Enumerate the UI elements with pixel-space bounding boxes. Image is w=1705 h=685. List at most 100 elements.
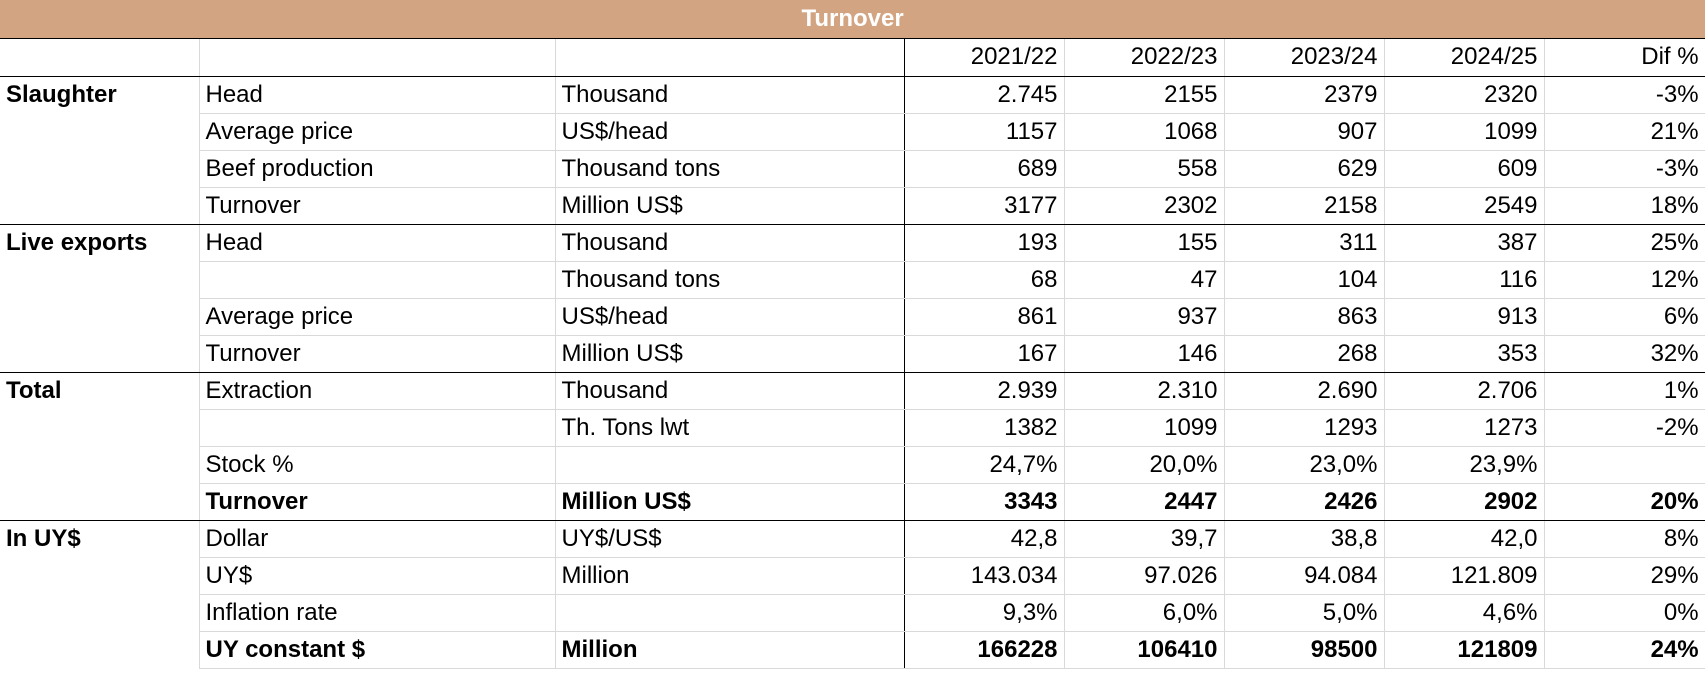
row-value-cell: 3343 xyxy=(904,483,1065,521)
row-value-cell: 629 xyxy=(1224,150,1385,188)
row-value-cell: 121809 xyxy=(1384,631,1545,669)
row-value-cell: 4,6% xyxy=(1384,594,1545,632)
row-value-cell: 23,9% xyxy=(1384,446,1545,484)
row-value-cell: 2.939 xyxy=(904,372,1065,410)
row-item-label xyxy=(199,409,556,447)
row-value-cell: 24,7% xyxy=(904,446,1065,484)
row-value-cell: 558 xyxy=(1064,150,1225,188)
row-unit-label: Million xyxy=(555,557,905,595)
row-value-cell: 2447 xyxy=(1064,483,1225,521)
row-value-cell: -2% xyxy=(1544,409,1705,447)
row-value-cell: 6,0% xyxy=(1064,594,1225,632)
row-value-cell: 9,3% xyxy=(904,594,1065,632)
column-header-2023-24: 2023/24 xyxy=(1224,38,1385,77)
header-blank-group xyxy=(0,38,200,77)
row-group-label: Live exports xyxy=(0,224,200,261)
row-value-cell: -3% xyxy=(1544,76,1705,114)
row-unit-label: Thousand xyxy=(555,372,905,410)
table-row: Inflation rate 9,3% 6,0% 5,0% 4,6% 0% xyxy=(0,594,1705,632)
row-value-cell: 106410 xyxy=(1064,631,1225,669)
row-item-label: Turnover xyxy=(199,187,556,225)
row-value-cell: 47 xyxy=(1064,261,1225,299)
row-unit-label xyxy=(555,446,905,484)
row-value-cell: 94.084 xyxy=(1224,557,1385,595)
row-value-cell: 143.034 xyxy=(904,557,1065,595)
row-value-cell: 2158 xyxy=(1224,187,1385,225)
row-value-cell: 2379 xyxy=(1224,76,1385,114)
row-value-cell: 20,0% xyxy=(1064,446,1225,484)
table-row: Turnover Million US$ 167 146 268 353 32% xyxy=(0,335,1705,373)
row-value-cell: 2155 xyxy=(1064,76,1225,114)
row-item-label: Average price xyxy=(199,113,556,151)
table-row: Turnover Million US$ 3177 2302 2158 2549 18% xyxy=(0,187,1705,225)
row-value-cell: 20% xyxy=(1544,483,1705,521)
row-group-label xyxy=(0,261,200,298)
row-item-label: UY$ xyxy=(199,557,556,595)
row-value-cell: 1293 xyxy=(1224,409,1385,447)
row-group-label xyxy=(0,113,200,150)
row-group-label xyxy=(0,150,200,187)
row-unit-label xyxy=(555,594,905,632)
title-row: Turnover xyxy=(0,0,1705,39)
row-value-cell: 0% xyxy=(1544,594,1705,632)
row-item-label: Extraction xyxy=(199,372,556,410)
row-value-cell: 937 xyxy=(1064,298,1225,336)
table-row: Turnover Million US$ 3343 2447 2426 2902 20% xyxy=(0,483,1705,521)
row-value-cell: 8% xyxy=(1544,520,1705,558)
row-value-cell: 5,0% xyxy=(1224,594,1385,632)
row-item-label: Beef production xyxy=(199,150,556,188)
table-row: UY constant $ Million 166228 106410 98500 121… xyxy=(0,631,1705,669)
row-value-cell: 29% xyxy=(1544,557,1705,595)
row-value-cell: 32% xyxy=(1544,335,1705,373)
row-value-cell: 2549 xyxy=(1384,187,1545,225)
row-value-cell: 24% xyxy=(1544,631,1705,669)
row-value-cell: 863 xyxy=(1224,298,1385,336)
row-value-cell: -3% xyxy=(1544,150,1705,188)
table-row: Total Extraction Thousand 2.939 2.310 2.690 2.… xyxy=(0,372,1705,410)
row-unit-label: Thousand tons xyxy=(555,261,905,299)
row-item-label: Inflation rate xyxy=(199,594,556,632)
row-unit-label: Million US$ xyxy=(555,335,905,373)
row-unit-label: US$/head xyxy=(555,298,905,336)
row-unit-label: Thousand xyxy=(555,76,905,114)
row-value-cell: 268 xyxy=(1224,335,1385,373)
table-row: In UY$ Dollar UY$/US$ 42,8 39,7 38,8 42,0 8% xyxy=(0,520,1705,558)
row-value-cell: 311 xyxy=(1224,224,1385,262)
row-value-cell: 1068 xyxy=(1064,113,1225,151)
row-item-label: Turnover xyxy=(199,335,556,373)
table-row: Average price US$/head 861 937 863 913 6% xyxy=(0,298,1705,336)
row-value-cell: 121.809 xyxy=(1384,557,1545,595)
row-value-cell: 21% xyxy=(1544,113,1705,151)
table-row: Beef production Thousand tons 689 558 629 609… xyxy=(0,150,1705,188)
row-value-cell: 2320 xyxy=(1384,76,1545,114)
row-value-cell: 1157 xyxy=(904,113,1065,151)
row-value-cell: 353 xyxy=(1384,335,1545,373)
row-group-label xyxy=(0,594,200,631)
row-value-cell: 2902 xyxy=(1384,483,1545,521)
row-value-cell: 146 xyxy=(1064,335,1225,373)
table-row: Stock % 24,7% 20,0% 23,0% 23,9% xyxy=(0,446,1705,484)
row-group-label xyxy=(0,557,200,594)
row-item-label: Dollar xyxy=(199,520,556,558)
row-item-label: Head xyxy=(199,224,556,262)
row-value-cell: 609 xyxy=(1384,150,1545,188)
column-header-2024-25: 2024/25 xyxy=(1384,38,1545,77)
row-group-label: Slaughter xyxy=(0,76,200,113)
row-unit-label: Thousand tons xyxy=(555,150,905,188)
row-group-label xyxy=(0,298,200,335)
row-group-label: In UY$ xyxy=(0,520,200,557)
table-row: Live exports Head Thousand 193 155 311 387 25% xyxy=(0,224,1705,262)
row-value-cell: 39,7 xyxy=(1064,520,1225,558)
row-group-label: Total xyxy=(0,372,200,409)
table-row: Thousand tons 68 47 104 116 12% xyxy=(0,261,1705,299)
row-value-cell: 1382 xyxy=(904,409,1065,447)
row-group-label xyxy=(0,631,200,668)
row-group-label xyxy=(0,483,200,521)
row-value-cell: 2.706 xyxy=(1384,372,1545,410)
row-unit-label: UY$/US$ xyxy=(555,520,905,558)
row-value-cell: 25% xyxy=(1544,224,1705,262)
table-row: UY$ Million 143.034 97.026 94.084 121.809 29% xyxy=(0,557,1705,595)
row-group-label xyxy=(0,446,200,483)
row-unit-label: Million US$ xyxy=(555,483,905,521)
row-value-cell: 6% xyxy=(1544,298,1705,336)
